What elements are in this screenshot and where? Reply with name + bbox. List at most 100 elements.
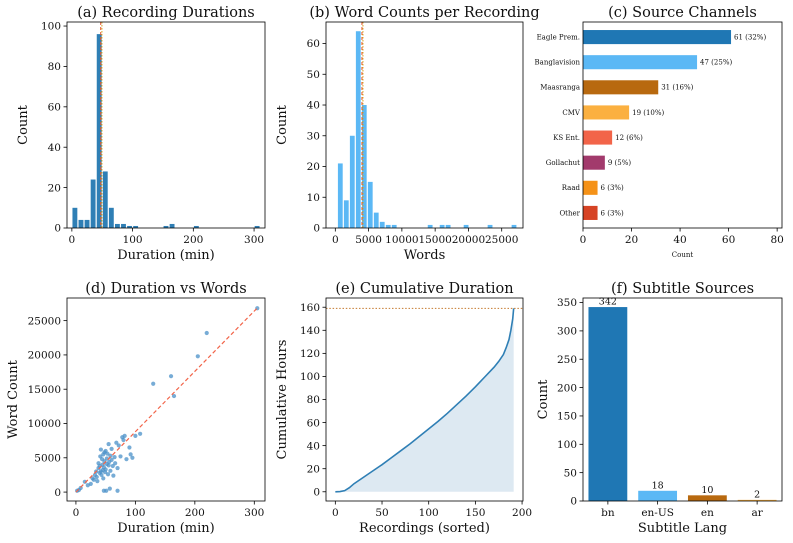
histogram-bar bbox=[193, 225, 199, 228]
scatter-point bbox=[107, 486, 112, 491]
x-tick-label: 5000 bbox=[355, 234, 382, 246]
value-label: 6 (3%) bbox=[601, 209, 625, 217]
scatter-point bbox=[122, 433, 127, 438]
y-tick-label: 80 bbox=[307, 394, 320, 406]
bar bbox=[638, 490, 678, 501]
panel-e: 0 50 100 150 200 0 20 40 60 80 100 120 140 160 (e) Cum… bbox=[275, 281, 532, 536]
histogram-bar bbox=[102, 171, 108, 228]
y-tick-label: 250 bbox=[557, 354, 577, 366]
histogram-bar bbox=[361, 105, 367, 228]
category-label: Other bbox=[559, 209, 580, 217]
y-tick-label: 160 bbox=[300, 302, 320, 314]
x-axis-label: Subtitle Lang bbox=[638, 521, 727, 536]
histogram-bar bbox=[72, 207, 78, 228]
x-tick-label: 100 bbox=[123, 234, 143, 246]
y-tick-label: 350 bbox=[557, 297, 577, 309]
x-tick-label: en-US bbox=[641, 507, 674, 519]
x-tick-label: 60 bbox=[722, 234, 735, 246]
x-tick-label: 50 bbox=[375, 507, 388, 519]
y-tick-label: 40 bbox=[307, 440, 320, 452]
bar bbox=[583, 180, 598, 195]
category-label: CMV bbox=[562, 109, 581, 117]
scatter-point bbox=[106, 441, 111, 447]
panel-c: 61 (32%) Eagle Prem. 47 (25%) Banglavision 3… bbox=[535, 5, 784, 259]
category-label: Gollachut bbox=[546, 159, 580, 167]
scatter-point bbox=[151, 381, 156, 386]
scatter-point bbox=[82, 479, 87, 484]
chart-title: (c) Source Channels bbox=[608, 5, 757, 21]
y-tick-label: 20 bbox=[307, 161, 320, 173]
histogram-bar bbox=[463, 224, 469, 228]
scatter-point bbox=[98, 447, 103, 452]
histogram-bar bbox=[373, 212, 379, 228]
y-axis-label: Count bbox=[275, 104, 290, 145]
y-tick-label: 100 bbox=[300, 371, 320, 383]
scatter-point bbox=[138, 431, 143, 436]
category-label: KS Ent. bbox=[553, 134, 580, 142]
y-tick-label: 200 bbox=[557, 382, 577, 394]
scatter-point bbox=[130, 455, 135, 460]
x-tick-label: 0 bbox=[332, 507, 339, 519]
y-tick-label: 0 bbox=[54, 487, 61, 499]
scatter-point bbox=[116, 443, 121, 448]
scatter-point bbox=[121, 437, 126, 443]
scatter-point bbox=[106, 463, 111, 468]
value-label: 31 (16%) bbox=[661, 84, 693, 92]
value-label: 12 (6%) bbox=[615, 134, 643, 142]
scatter-point bbox=[103, 467, 108, 472]
y-tick-label: 25000 bbox=[28, 315, 61, 327]
bar bbox=[588, 307, 628, 501]
x-tick-label: 0 bbox=[580, 234, 587, 246]
x-tick-label: 100 bbox=[419, 507, 439, 519]
y-tick-label: 60 bbox=[307, 38, 320, 50]
scatter-point bbox=[101, 476, 106, 481]
category-label: Banglavision bbox=[535, 59, 581, 67]
bar bbox=[737, 499, 777, 501]
histogram-bar bbox=[169, 223, 175, 228]
histogram-bar bbox=[445, 224, 451, 228]
scatter-point bbox=[113, 461, 118, 466]
y-tick-label: 80 bbox=[48, 61, 61, 73]
histogram-bar bbox=[379, 221, 385, 228]
chart-title: (d) Duration vs Words bbox=[85, 281, 246, 297]
x-axis-label: Recordings (sorted) bbox=[359, 521, 490, 536]
value-label: 61 (32%) bbox=[734, 33, 766, 41]
x-tick-label: 300 bbox=[244, 507, 264, 519]
y-tick-label: 140 bbox=[300, 325, 320, 337]
histogram-bar bbox=[349, 135, 355, 228]
histogram-bar bbox=[163, 225, 169, 228]
histogram-bar bbox=[121, 223, 126, 228]
scatter-point bbox=[118, 454, 123, 459]
x-tick-label: bn bbox=[601, 507, 615, 519]
category-label: Maasranga bbox=[540, 84, 580, 92]
histogram-bar bbox=[90, 179, 96, 228]
axes-frame bbox=[66, 297, 266, 502]
scatter-point bbox=[109, 457, 114, 462]
bar bbox=[583, 55, 698, 70]
x-tick-label: 200 bbox=[183, 234, 203, 246]
histogram-bar bbox=[439, 224, 445, 228]
y-tick-label: 100 bbox=[41, 21, 61, 33]
histogram-bar bbox=[343, 200, 349, 228]
x-tick-label: 40 bbox=[673, 234, 686, 246]
y-tick-label: 60 bbox=[307, 417, 320, 429]
scatter-point bbox=[111, 473, 116, 478]
x-tick-label: en bbox=[701, 507, 714, 519]
value-label: 6 (3%) bbox=[601, 184, 625, 192]
bar bbox=[583, 80, 659, 95]
scatter-point bbox=[108, 453, 113, 458]
x-tick-label: 0 bbox=[332, 234, 339, 246]
x-axis-label: Duration (min) bbox=[117, 248, 214, 263]
bars bbox=[72, 34, 260, 228]
scatter-point bbox=[99, 472, 104, 478]
x-tick-label: 25000 bbox=[485, 234, 518, 246]
y-tick-label: 0 bbox=[54, 223, 61, 235]
data-label: 10 bbox=[701, 485, 713, 496]
chart-title: (e) Cumulative Duration bbox=[335, 281, 513, 297]
scatter-point bbox=[195, 354, 200, 359]
scatter-point bbox=[168, 374, 174, 379]
cumulative-line bbox=[335, 308, 515, 493]
histogram-bar bbox=[254, 225, 260, 228]
x-tick-label: 100 bbox=[125, 507, 145, 519]
bars bbox=[337, 31, 517, 228]
